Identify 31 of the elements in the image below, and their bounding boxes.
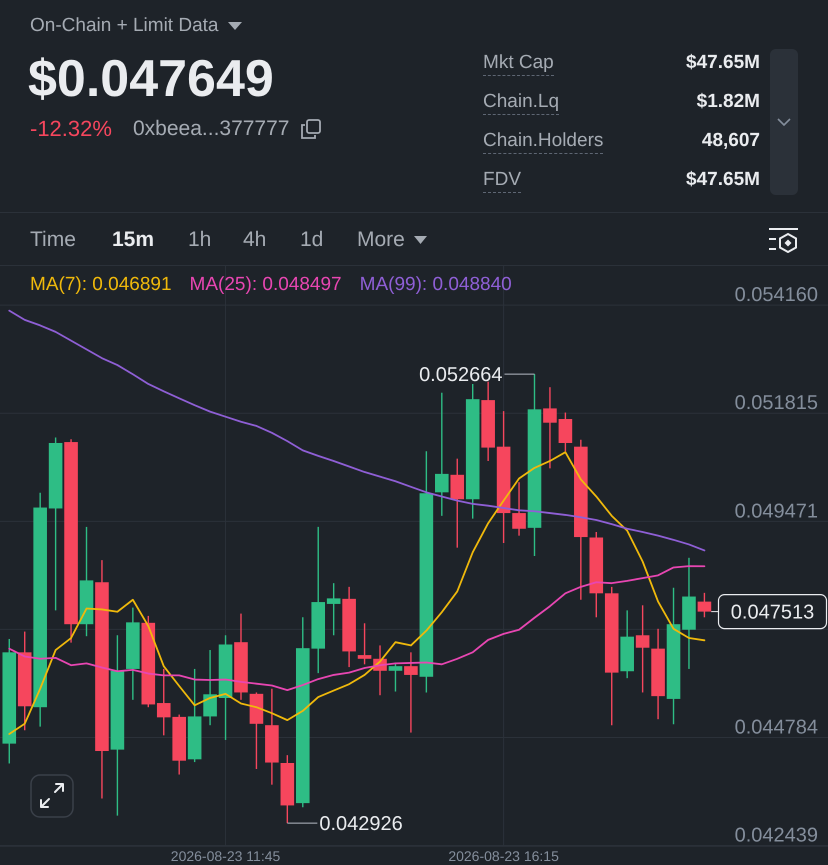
text: $47.65M xyxy=(686,169,760,190)
y-tick-label: 0.051815 xyxy=(734,392,818,414)
y-tick-label: 0.044784 xyxy=(734,716,818,738)
text: MA(99): 0.048840 xyxy=(360,274,512,295)
text: Time xyxy=(30,228,76,251)
text: $1.82M xyxy=(696,91,760,112)
text: 1h xyxy=(188,228,212,251)
text: Chain.Holders xyxy=(483,130,604,154)
text: More xyxy=(357,228,405,251)
y-tick-label: 0.054160 xyxy=(734,284,818,306)
text: 1d xyxy=(300,228,324,251)
ref-line-label: 0.047513 xyxy=(730,602,814,624)
text: Mkt Cap xyxy=(483,52,554,76)
text: -12.32% xyxy=(30,116,112,141)
text: MA(25): 0.048497 xyxy=(190,274,342,295)
text: 48,607 xyxy=(702,130,760,151)
text: 15m xyxy=(112,228,154,251)
text: MA(7): 0.046891 xyxy=(30,274,172,295)
text: 0xbeea...377777 xyxy=(133,117,290,140)
chart-subtitle: $0.047649 xyxy=(28,50,274,108)
chart-title: On-Chain + Limit Data xyxy=(30,15,218,36)
x-tick-label: 2026-08-23 16:15 xyxy=(448,848,560,864)
text: 4h xyxy=(243,228,266,251)
annotation: 0.042926 xyxy=(319,813,403,836)
text: FDV xyxy=(483,169,521,193)
text: $47.65M xyxy=(686,52,760,73)
x-tick-label: 2026-08-23 11:45 xyxy=(170,848,280,864)
y-tick-label: 0.049471 xyxy=(734,500,818,522)
annotation: 0.052664 xyxy=(419,364,502,386)
y-tick-label: 0.042439 xyxy=(734,824,818,847)
text: Chain.Lq xyxy=(483,91,560,115)
